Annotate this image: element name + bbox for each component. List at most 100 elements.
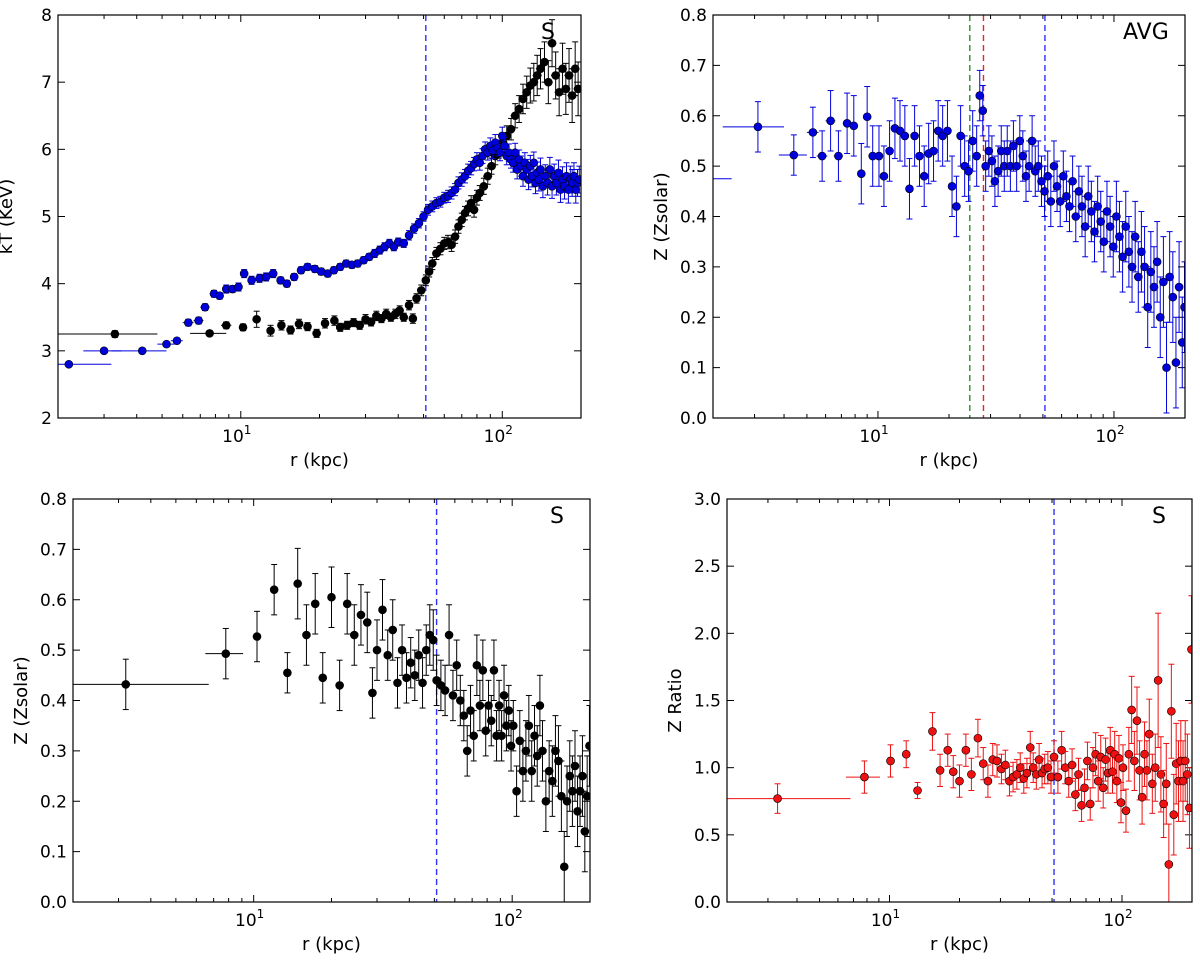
- data-point: [929, 146, 938, 156]
- y-tick-label: 0.7: [680, 56, 707, 76]
- data-point: [967, 770, 976, 779]
- y-tick-label: 0.8: [40, 490, 67, 510]
- data-point: [162, 339, 171, 349]
- data-point: [469, 731, 479, 741]
- data-point: [1155, 312, 1165, 322]
- data-point: [529, 77, 539, 87]
- data-point: [978, 759, 988, 768]
- data-point: [414, 218, 424, 228]
- data-point: [978, 106, 988, 116]
- data-point: [900, 131, 910, 141]
- data-point: [494, 701, 504, 710]
- plot-area: [713, 15, 1185, 418]
- data-point: [497, 731, 506, 741]
- data-point: [342, 599, 352, 609]
- data-point: [1058, 171, 1068, 181]
- y-tick-label: 0.2: [680, 308, 707, 328]
- data-point: [1180, 756, 1190, 766]
- data-point: [293, 579, 302, 588]
- data-point: [512, 786, 521, 796]
- data-point: [1130, 756, 1139, 766]
- data-point: [1137, 247, 1146, 257]
- data-point: [205, 329, 214, 338]
- data-point: [514, 104, 524, 114]
- data-point: [879, 171, 889, 181]
- data-point: [1177, 338, 1185, 347]
- data-point: [303, 262, 312, 272]
- data-point: [327, 592, 336, 602]
- data-point: [1015, 136, 1025, 146]
- data-point: [1018, 151, 1028, 161]
- data-point: [1096, 217, 1106, 226]
- data-point: [1071, 790, 1080, 799]
- data-point: [462, 746, 472, 756]
- data-point: [266, 326, 275, 335]
- data-point: [506, 124, 516, 134]
- x-tick-label: 102: [1103, 907, 1132, 931]
- data-point: [1074, 187, 1084, 196]
- data-point: [1062, 192, 1071, 201]
- data-point: [1150, 763, 1160, 772]
- data-point: [1127, 262, 1137, 272]
- data-point: [1027, 136, 1037, 146]
- x-tick-label: 102: [484, 423, 513, 447]
- data-point: [137, 346, 147, 356]
- y-tick-label: 4: [41, 275, 52, 295]
- x-axis-label: r (kpc): [920, 450, 979, 471]
- data-point: [928, 727, 937, 736]
- data-point: [1015, 763, 1025, 772]
- plot-frame: [72, 498, 591, 903]
- data-point: [952, 202, 961, 211]
- panel-z-avg: 0.0 0.1 0.2 0.3 0.4 0.5 0.6 0.7 0.8 101 102 AVG r (k…: [651, 6, 1186, 471]
- data-point: [509, 721, 518, 730]
- data-point: [486, 716, 496, 725]
- data-point: [234, 282, 243, 292]
- data-point: [1127, 705, 1136, 715]
- data-point: [1093, 202, 1102, 211]
- data-point: [1169, 810, 1179, 819]
- data-point: [372, 645, 382, 655]
- data-point: [1074, 770, 1083, 779]
- panel-z-s: 0.0 0.1 0.2 0.3 0.4 0.5 0.6 0.7 0.8 101 102 Sr (kpc…: [11, 490, 591, 955]
- data-point: [239, 269, 249, 278]
- data-point: [817, 151, 827, 161]
- data-point: [1144, 729, 1154, 739]
- plot-area: [58, 15, 581, 418]
- data-point: [489, 665, 499, 675]
- data-point: [943, 126, 952, 136]
- data-point: [184, 318, 193, 327]
- data-point: [1002, 146, 1012, 156]
- data-point: [551, 71, 560, 80]
- panel-tag: S: [541, 20, 555, 45]
- series-black: [73, 547, 590, 902]
- data-point: [447, 240, 456, 250]
- data-point: [1121, 806, 1131, 815]
- data-point: [378, 605, 387, 615]
- data-point: [935, 766, 945, 775]
- data-point: [418, 678, 427, 688]
- data-point: [521, 746, 531, 756]
- y-axis-label: Z (Zsolar): [11, 656, 32, 744]
- data-point: [993, 166, 1003, 176]
- y-tick-label: 0.0: [40, 893, 67, 913]
- data-point: [773, 794, 782, 803]
- data-point: [535, 701, 545, 710]
- data-point: [506, 741, 516, 751]
- data-point: [582, 791, 590, 801]
- panel-tag: S: [1152, 504, 1166, 529]
- panel-tag: AVG: [1123, 20, 1169, 45]
- data-point: [559, 862, 569, 872]
- y-tick-label: 8: [41, 6, 52, 26]
- data-point: [1046, 197, 1056, 206]
- data-point: [472, 660, 482, 670]
- data-point: [943, 745, 953, 755]
- data-point: [393, 678, 402, 688]
- x-axis-label: r (kpc): [290, 450, 349, 471]
- data-point: [421, 645, 431, 655]
- data-point: [1121, 222, 1131, 231]
- data-point: [428, 635, 438, 645]
- data-point: [524, 721, 534, 730]
- data-point: [450, 232, 460, 241]
- panel-tag: S: [550, 504, 564, 529]
